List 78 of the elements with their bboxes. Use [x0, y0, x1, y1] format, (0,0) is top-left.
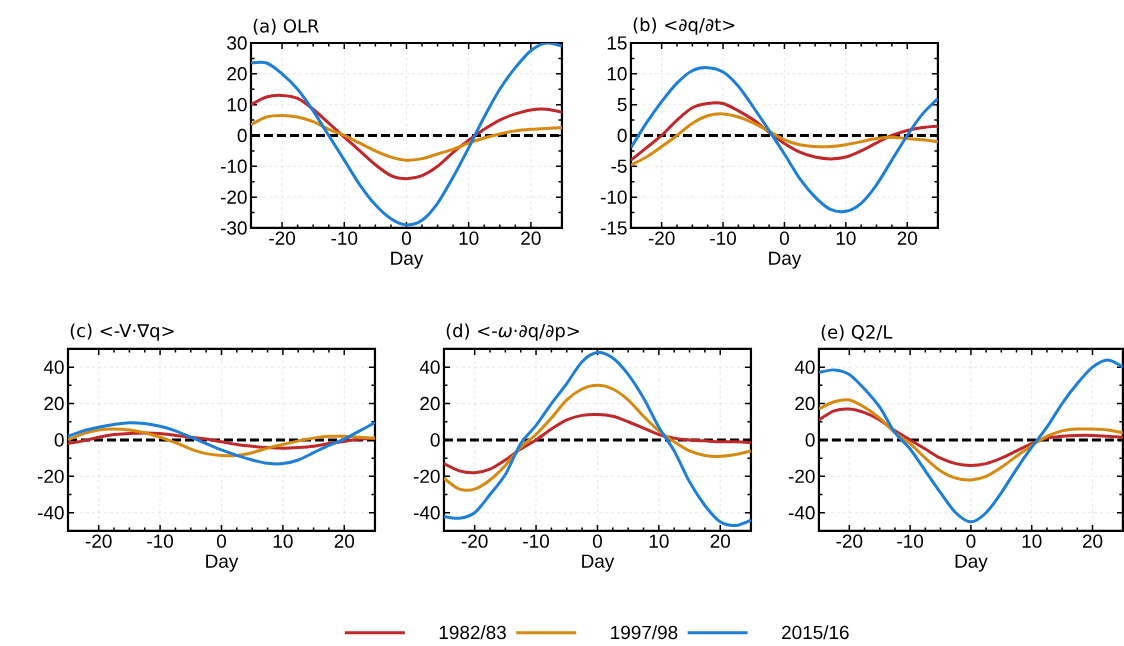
y-tick-label: 20 — [420, 396, 440, 411]
x-tick-label: 10 — [649, 534, 669, 548]
x-tick-label: -20 — [461, 534, 488, 548]
y-tick-label: 0 — [617, 128, 627, 143]
chart-title: (d) <-ω·∂q/∂p> — [446, 323, 579, 341]
y-tick-label: 40 — [43, 360, 64, 374]
y-tick-label: 20 — [44, 396, 64, 411]
y-tick-label: 0 — [805, 433, 815, 447]
y-tick-label: -20 — [788, 469, 815, 484]
y-tick-label: 20 — [795, 396, 815, 411]
y-tick-label: 15 — [607, 36, 627, 50]
x-tick-label: -20 — [648, 231, 675, 245]
y-tick-label: 20 — [227, 67, 247, 81]
chart-title: (b) <∂q/∂t> — [633, 17, 735, 35]
x-axis-title: Day — [955, 554, 988, 572]
x-tick-label: -10 — [331, 231, 358, 245]
x-tick-label: 0 — [401, 231, 411, 245]
legend-label: 1997/98 — [611, 625, 678, 640]
x-tick-label: -20 — [269, 231, 296, 245]
y-tick-label: -15 — [600, 221, 627, 235]
y-tick-label: -10 — [600, 190, 627, 204]
x-axis-title: Day — [391, 251, 424, 269]
x-tick-label: 20 — [1082, 534, 1103, 548]
y-tick-label: -30 — [220, 221, 247, 235]
x-tick-label: 10 — [273, 534, 293, 548]
x-axis-title: Day — [582, 554, 615, 572]
x-tick-label: -20 — [836, 534, 863, 548]
y-tick-label: -5 — [611, 159, 627, 173]
y-tick-label: 0 — [430, 433, 440, 447]
y-tick-label: 0 — [237, 128, 247, 143]
y-tick-label: -40 — [37, 506, 64, 520]
x-tick-label: -10 — [147, 534, 174, 548]
y-tick-label: -20 — [220, 190, 247, 204]
x-tick-label: -10 — [897, 534, 924, 548]
line-series — [443, 383, 751, 492]
x-axis-title: Day — [206, 554, 239, 572]
x-tick-label: 20 — [334, 534, 355, 548]
chart-title: (e) Q2/L — [821, 324, 893, 341]
y-tick-label: 0 — [54, 433, 64, 447]
line-series — [630, 66, 938, 214]
chart-title: (a) OLR — [253, 18, 319, 35]
y-tick-label: 10 — [607, 67, 627, 81]
y-tick-label: 40 — [419, 360, 440, 374]
y-tick-label: -10 — [220, 159, 247, 174]
y-tick-label: -20 — [37, 469, 64, 484]
chart-title: (c) <-V·∇q> — [70, 323, 174, 341]
line-series — [818, 358, 1123, 524]
legend-label: 1982/83 — [439, 625, 506, 640]
line-series — [250, 113, 562, 162]
line-series — [68, 421, 375, 466]
y-tick-label: -40 — [788, 506, 815, 520]
x-tick-label: 10 — [459, 231, 479, 245]
line-series — [250, 43, 562, 227]
x-tick-label: -20 — [85, 534, 112, 548]
x-tick-label: 0 — [966, 534, 976, 548]
line-series — [630, 101, 938, 162]
x-tick-label: -10 — [710, 231, 736, 245]
line-series — [443, 412, 751, 475]
y-tick-label: 40 — [794, 360, 815, 374]
x-tick-label: 0 — [779, 231, 789, 245]
x-axis-title: Day — [769, 251, 802, 269]
x-tick-label: 10 — [1022, 534, 1042, 548]
line-series — [68, 427, 375, 458]
x-tick-label: 10 — [836, 231, 856, 245]
y-tick-label: -20 — [413, 469, 440, 484]
y-tick-label: -40 — [413, 506, 440, 520]
x-tick-label: -10 — [523, 534, 549, 548]
y-tick-label: 30 — [227, 36, 247, 50]
x-tick-label: 20 — [897, 231, 918, 245]
line-series — [443, 351, 751, 528]
x-tick-label: 20 — [521, 231, 541, 245]
legend-label: 2015/16 — [782, 625, 849, 640]
y-tick-label: 10 — [227, 97, 247, 112]
line-series — [630, 112, 938, 167]
line-series — [250, 93, 562, 181]
line-series — [818, 398, 1123, 482]
y-tick-label: 5 — [617, 98, 627, 112]
x-tick-label: 20 — [710, 534, 731, 548]
